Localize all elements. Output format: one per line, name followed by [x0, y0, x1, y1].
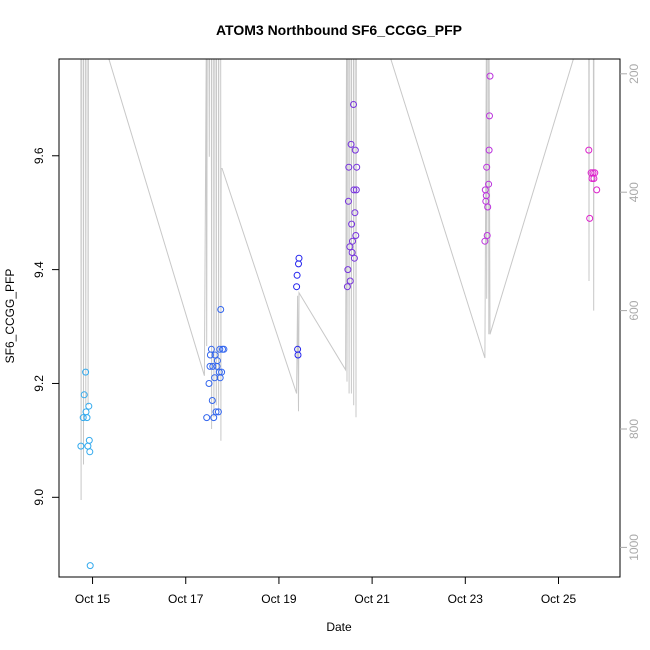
x-axis-label: Date	[326, 620, 352, 634]
data-point	[218, 368, 226, 376]
series-2	[203, 306, 228, 422]
y-axis: 9.0 9.2 9.4 9.6	[32, 147, 59, 506]
data-point	[351, 209, 359, 217]
data-point	[85, 402, 93, 410]
data-point	[206, 362, 214, 370]
data-point	[84, 442, 92, 450]
data-point	[349, 237, 356, 245]
data-point	[83, 414, 91, 422]
data-point	[348, 220, 356, 228]
data-point	[486, 112, 493, 120]
data-point	[486, 72, 494, 80]
data-point	[483, 232, 491, 239]
right-tick-label: 600	[627, 300, 641, 320]
right-tick-label: 200	[627, 63, 641, 83]
x-tick-label: Oct 21	[354, 592, 390, 606]
data-point	[346, 243, 354, 251]
data-point	[485, 146, 493, 154]
series-5	[481, 72, 494, 245]
series-6	[585, 146, 601, 222]
chart-title: ATOM3 Northbound SF6_CCGG_PFP	[216, 22, 462, 38]
x-tick-label: Oct 17	[168, 592, 204, 606]
x-tick-label: Oct 25	[541, 592, 577, 606]
data-point	[216, 345, 224, 353]
data-point	[294, 351, 302, 359]
y-tick-label: 9.4	[32, 261, 46, 278]
data-point	[77, 442, 85, 450]
x-tick-label: Oct 23	[448, 592, 484, 606]
right-axis: 200 400 600 800 1000	[620, 63, 641, 561]
data-point	[209, 362, 217, 370]
data-point	[352, 186, 360, 194]
y-tick-label: 9.0	[32, 489, 46, 506]
data-point	[345, 163, 353, 171]
data-point	[344, 266, 352, 274]
data-point	[482, 192, 490, 200]
data-point	[351, 146, 359, 154]
data-point	[353, 163, 361, 171]
data-point	[213, 357, 221, 365]
data-point	[82, 368, 90, 376]
y-tick-label: 9.6	[32, 147, 46, 164]
data-point	[295, 254, 303, 262]
data-point	[210, 414, 218, 422]
plot-frame	[58, 58, 621, 578]
right-tick-label: 800	[627, 419, 641, 439]
data-point	[207, 345, 215, 353]
data-point	[217, 306, 225, 313]
data-point	[214, 408, 222, 416]
data-point	[293, 271, 301, 279]
data-point	[586, 214, 594, 222]
points-layer	[77, 72, 601, 570]
data-point	[80, 391, 88, 399]
y-tick-label: 9.2	[32, 375, 46, 392]
right-tick-label: 1000	[627, 534, 641, 561]
data-point	[352, 232, 360, 239]
data-point	[347, 140, 355, 148]
data-point	[346, 277, 354, 285]
data-point	[220, 345, 228, 353]
series-3	[293, 254, 303, 359]
data-point	[295, 260, 302, 268]
right-tick-label: 400	[627, 182, 641, 202]
pressure-trace-line	[80, 59, 595, 501]
x-tick-label: Oct 15	[75, 592, 111, 606]
data-point	[293, 283, 301, 291]
data-point	[593, 186, 601, 194]
data-point	[79, 414, 87, 422]
x-axis: Oct 15 Oct 17 Oct 19 Oct 21 Oct 23 Oct 25	[75, 577, 577, 606]
data-point	[208, 397, 216, 404]
data-point	[350, 254, 358, 262]
series-4	[343, 101, 361, 291]
data-point	[350, 186, 358, 194]
data-point	[85, 436, 93, 444]
data-point	[205, 380, 213, 387]
data-point	[344, 197, 352, 205]
data-point	[343, 283, 351, 291]
y-axis-label: SF6_CCGG_PFP	[3, 269, 17, 364]
x-tick-label: Oct 19	[261, 592, 297, 606]
data-point	[211, 351, 219, 359]
data-point	[212, 408, 220, 416]
data-point	[591, 169, 599, 177]
data-point	[585, 146, 593, 154]
data-point	[481, 237, 489, 245]
series-1	[77, 368, 94, 570]
data-point	[484, 203, 492, 211]
data-point	[483, 163, 491, 171]
data-point	[485, 180, 493, 188]
data-point	[348, 249, 356, 256]
pressure-trace-layer	[80, 59, 595, 501]
data-point	[86, 448, 94, 456]
data-point	[203, 414, 211, 422]
data-point	[350, 101, 357, 108]
data-point	[86, 562, 94, 570]
